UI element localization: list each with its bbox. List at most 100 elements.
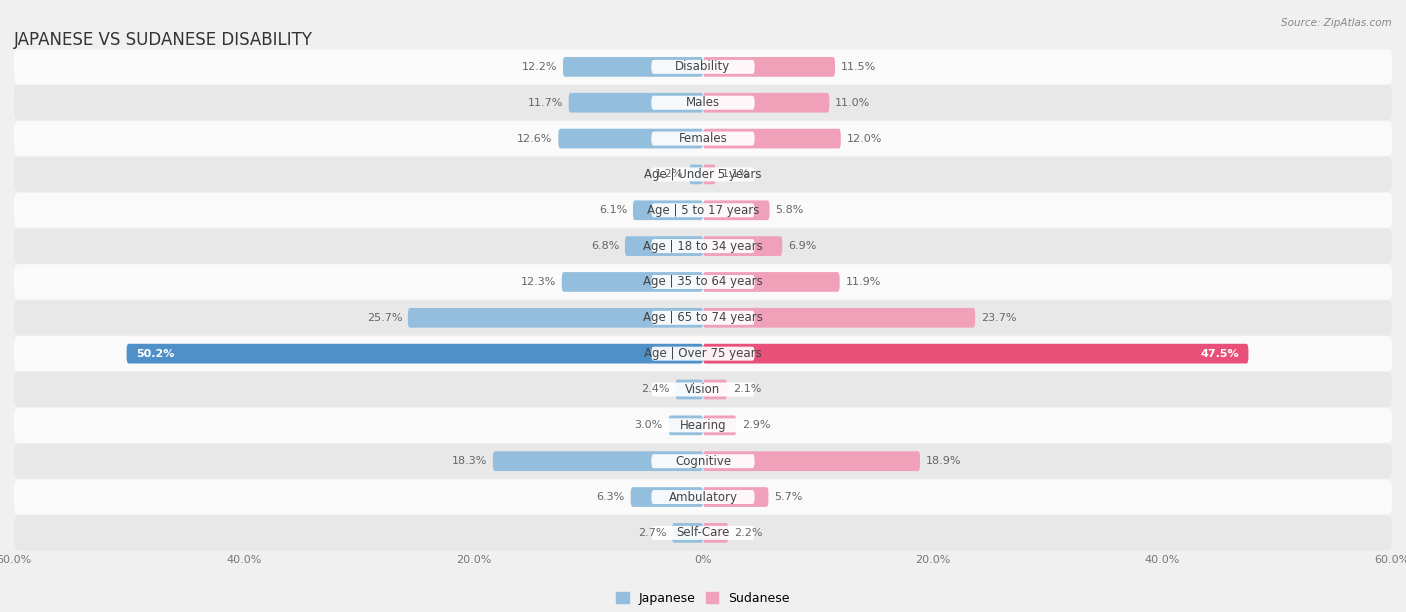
Text: 2.2%: 2.2% xyxy=(734,528,762,538)
FancyBboxPatch shape xyxy=(651,132,755,146)
FancyBboxPatch shape xyxy=(562,272,703,292)
FancyBboxPatch shape xyxy=(703,57,835,76)
FancyBboxPatch shape xyxy=(651,168,755,181)
FancyBboxPatch shape xyxy=(689,165,703,184)
FancyBboxPatch shape xyxy=(703,165,716,184)
FancyBboxPatch shape xyxy=(14,121,1392,156)
FancyBboxPatch shape xyxy=(624,236,703,256)
Text: 25.7%: 25.7% xyxy=(367,313,402,323)
FancyBboxPatch shape xyxy=(703,344,1249,364)
Text: Age | Over 75 years: Age | Over 75 years xyxy=(644,347,762,360)
FancyBboxPatch shape xyxy=(703,236,782,256)
Text: 23.7%: 23.7% xyxy=(981,313,1017,323)
FancyBboxPatch shape xyxy=(14,336,1392,371)
Text: Age | 65 to 74 years: Age | 65 to 74 years xyxy=(643,312,763,324)
FancyBboxPatch shape xyxy=(703,93,830,113)
FancyBboxPatch shape xyxy=(703,487,769,507)
Text: Age | 18 to 34 years: Age | 18 to 34 years xyxy=(643,240,763,253)
FancyBboxPatch shape xyxy=(651,95,755,110)
FancyBboxPatch shape xyxy=(631,487,703,507)
FancyBboxPatch shape xyxy=(14,193,1392,228)
FancyBboxPatch shape xyxy=(127,344,703,364)
FancyBboxPatch shape xyxy=(562,57,703,76)
FancyBboxPatch shape xyxy=(14,157,1392,192)
Text: 11.5%: 11.5% xyxy=(841,62,876,72)
Text: Age | 35 to 64 years: Age | 35 to 64 years xyxy=(643,275,763,288)
Text: 11.7%: 11.7% xyxy=(527,98,562,108)
Text: 47.5%: 47.5% xyxy=(1201,349,1239,359)
FancyBboxPatch shape xyxy=(651,346,755,360)
Text: 12.6%: 12.6% xyxy=(517,133,553,144)
FancyBboxPatch shape xyxy=(651,382,755,397)
FancyBboxPatch shape xyxy=(14,228,1392,264)
FancyBboxPatch shape xyxy=(651,526,755,540)
FancyBboxPatch shape xyxy=(14,50,1392,84)
Text: 5.7%: 5.7% xyxy=(775,492,803,502)
Text: Ambulatory: Ambulatory xyxy=(668,491,738,504)
Text: 1.2%: 1.2% xyxy=(655,170,683,179)
FancyBboxPatch shape xyxy=(651,454,755,468)
Text: 6.9%: 6.9% xyxy=(787,241,817,251)
Text: 12.2%: 12.2% xyxy=(522,62,557,72)
FancyBboxPatch shape xyxy=(703,129,841,149)
Text: 11.0%: 11.0% xyxy=(835,98,870,108)
Text: Self-Care: Self-Care xyxy=(676,526,730,539)
FancyBboxPatch shape xyxy=(14,444,1392,479)
FancyBboxPatch shape xyxy=(651,239,755,253)
Text: 12.0%: 12.0% xyxy=(846,133,882,144)
Text: Disability: Disability xyxy=(675,61,731,73)
FancyBboxPatch shape xyxy=(408,308,703,327)
Text: Females: Females xyxy=(679,132,727,145)
Text: 18.3%: 18.3% xyxy=(451,456,486,466)
FancyBboxPatch shape xyxy=(651,275,755,289)
Text: 3.0%: 3.0% xyxy=(634,420,662,430)
FancyBboxPatch shape xyxy=(703,523,728,543)
FancyBboxPatch shape xyxy=(703,308,976,327)
Text: 2.7%: 2.7% xyxy=(638,528,666,538)
FancyBboxPatch shape xyxy=(703,379,727,400)
FancyBboxPatch shape xyxy=(14,408,1392,443)
FancyBboxPatch shape xyxy=(703,451,920,471)
FancyBboxPatch shape xyxy=(494,451,703,471)
FancyBboxPatch shape xyxy=(14,515,1392,550)
FancyBboxPatch shape xyxy=(651,490,755,504)
Text: Males: Males xyxy=(686,96,720,109)
FancyBboxPatch shape xyxy=(651,60,755,74)
Text: 2.4%: 2.4% xyxy=(641,384,669,395)
Text: Vision: Vision xyxy=(685,383,721,396)
Text: 6.1%: 6.1% xyxy=(599,205,627,215)
FancyBboxPatch shape xyxy=(703,272,839,292)
Text: 6.3%: 6.3% xyxy=(596,492,624,502)
FancyBboxPatch shape xyxy=(14,479,1392,515)
Text: 1.1%: 1.1% xyxy=(721,170,749,179)
FancyBboxPatch shape xyxy=(703,416,737,435)
FancyBboxPatch shape xyxy=(651,311,755,325)
FancyBboxPatch shape xyxy=(558,129,703,149)
Text: 12.3%: 12.3% xyxy=(520,277,555,287)
FancyBboxPatch shape xyxy=(672,523,703,543)
Legend: Japanese, Sudanese: Japanese, Sudanese xyxy=(612,587,794,610)
FancyBboxPatch shape xyxy=(703,200,769,220)
Text: 18.9%: 18.9% xyxy=(925,456,962,466)
Text: 6.8%: 6.8% xyxy=(591,241,619,251)
Text: Hearing: Hearing xyxy=(679,419,727,432)
Text: 2.9%: 2.9% xyxy=(742,420,770,430)
FancyBboxPatch shape xyxy=(14,372,1392,407)
Text: 11.9%: 11.9% xyxy=(845,277,880,287)
Text: Age | 5 to 17 years: Age | 5 to 17 years xyxy=(647,204,759,217)
FancyBboxPatch shape xyxy=(14,300,1392,335)
FancyBboxPatch shape xyxy=(669,416,703,435)
Text: Cognitive: Cognitive xyxy=(675,455,731,468)
Text: 2.1%: 2.1% xyxy=(733,384,761,395)
FancyBboxPatch shape xyxy=(633,200,703,220)
FancyBboxPatch shape xyxy=(651,203,755,217)
Text: 5.8%: 5.8% xyxy=(775,205,804,215)
FancyBboxPatch shape xyxy=(675,379,703,400)
Text: Source: ZipAtlas.com: Source: ZipAtlas.com xyxy=(1281,18,1392,28)
Text: JAPANESE VS SUDANESE DISABILITY: JAPANESE VS SUDANESE DISABILITY xyxy=(14,31,314,49)
FancyBboxPatch shape xyxy=(14,264,1392,299)
FancyBboxPatch shape xyxy=(651,419,755,432)
Text: 50.2%: 50.2% xyxy=(136,349,174,359)
Text: Age | Under 5 years: Age | Under 5 years xyxy=(644,168,762,181)
FancyBboxPatch shape xyxy=(568,93,703,113)
